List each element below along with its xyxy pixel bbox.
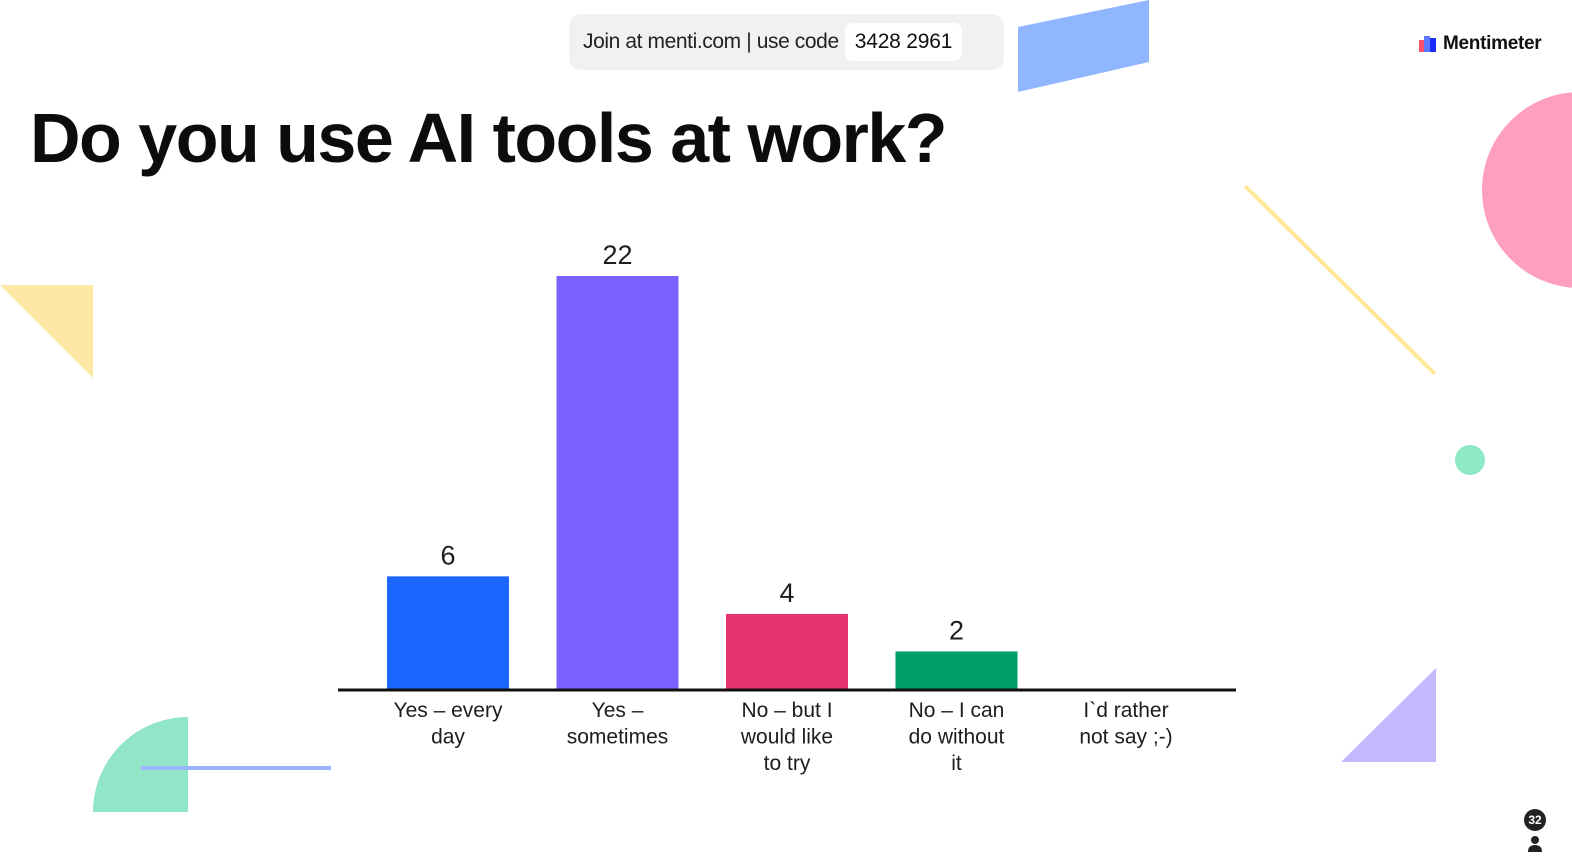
category-label-2: Yes – sometimes — [567, 699, 669, 749]
join-text: Join at menti.com | use code — [583, 30, 839, 53]
bar-2 — [556, 276, 679, 689]
participant-count: 32 — [1524, 809, 1546, 831]
brand-name: Mentimeter — [1443, 33, 1542, 54]
category-label-1: Yes – every day — [394, 699, 503, 749]
slide-title: Do you use AI tools at work? — [30, 99, 948, 177]
mint-quarter-circle-shape — [93, 717, 188, 812]
lavender-triangle-shape — [1341, 668, 1436, 762]
pink-circle-shape — [1482, 92, 1572, 288]
join-code: 3428 2961 — [844, 23, 963, 61]
value-label-2: 22 — [602, 240, 632, 270]
person-icon — [1528, 836, 1542, 852]
join-instructions: Join at menti.com | use code 3428 2961 — [569, 14, 1004, 70]
category-label-4: No – I can do without it — [909, 699, 1005, 775]
value-label-3: 4 — [779, 578, 794, 608]
value-label-4: 2 — [949, 615, 964, 645]
value-label-1: 6 — [440, 540, 455, 570]
yellow-triangle-shape — [0, 285, 93, 378]
participant-counter: 32 — [1516, 806, 1556, 858]
bar-4 — [895, 651, 1018, 689]
category-label-5: I`d rather not say ;-) — [1079, 699, 1172, 749]
bar-3 — [726, 613, 848, 689]
bar-1 — [387, 576, 509, 689]
mentimeter-logo-icon — [1419, 36, 1436, 52]
blue-parallelogram-shape — [1018, 0, 1149, 92]
yellow-line-shape — [1243, 184, 1437, 376]
brand-logo: Mentimeter — [1419, 33, 1542, 55]
mint-dot-shape — [1455, 445, 1485, 475]
